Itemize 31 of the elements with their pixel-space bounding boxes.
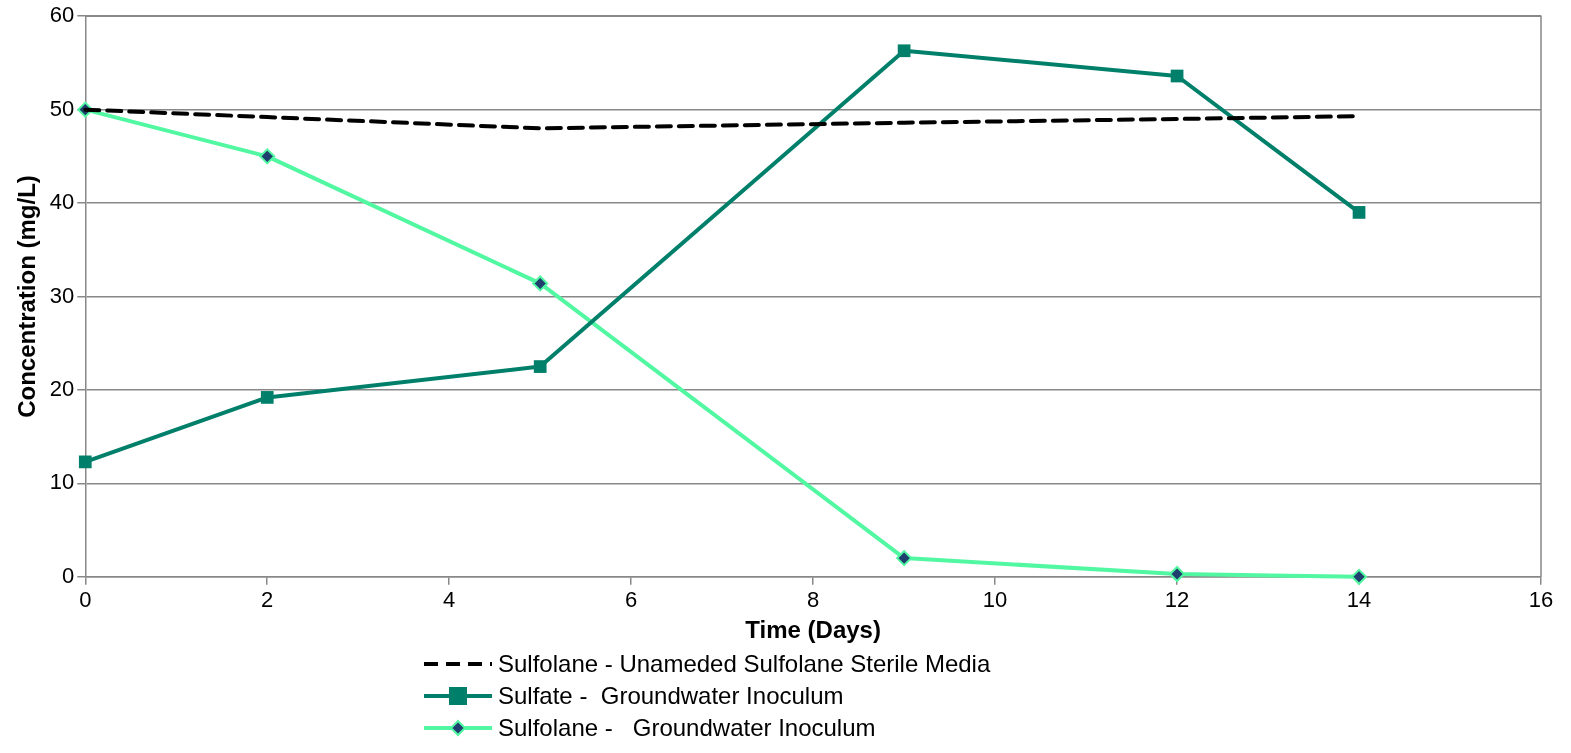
point — [78, 455, 92, 469]
y-axis-title: Concentration (mg/L) — [13, 175, 41, 418]
y-tick-label: 10 — [49, 469, 75, 495]
x-tick-label: 14 — [1346, 587, 1372, 613]
x-tick-label: 12 — [1164, 587, 1190, 613]
x-tick-label: 10 — [982, 587, 1008, 613]
point — [533, 360, 547, 373]
y-tick-label: 20 — [49, 376, 75, 401]
x-tick-label: 8 — [807, 587, 820, 613]
point — [259, 148, 276, 165]
point — [260, 391, 274, 404]
point — [896, 550, 913, 567]
x-tick-label: 2 — [261, 587, 274, 613]
y-tick-label: 0 — [62, 562, 75, 588]
x-tick-label: 6 — [625, 587, 638, 613]
legend-label: Sulfolane - Unameded Sulfolane Sterile Media — [498, 649, 991, 679]
point — [1169, 566, 1186, 582]
point — [1351, 568, 1368, 585]
x-tick-label: 4 — [443, 587, 456, 613]
point — [1352, 206, 1366, 219]
legend-label: Sulfolane - Groundwater Inoculum — [498, 713, 876, 743]
y-tick-label: 40 — [49, 189, 75, 215]
legend-label: Sulfate - Groundwater Inoculum — [498, 681, 844, 711]
x-tick-label: 0 — [79, 587, 92, 613]
y-tick-label: 30 — [49, 282, 75, 308]
point — [897, 44, 911, 58]
x-tick-label: 16 — [1528, 587, 1554, 613]
x-axis-title: Time (Days) — [745, 616, 881, 644]
y-tick-label: 60 — [49, 2, 75, 28]
y-tick-label: 50 — [49, 95, 75, 121]
point — [532, 275, 549, 292]
